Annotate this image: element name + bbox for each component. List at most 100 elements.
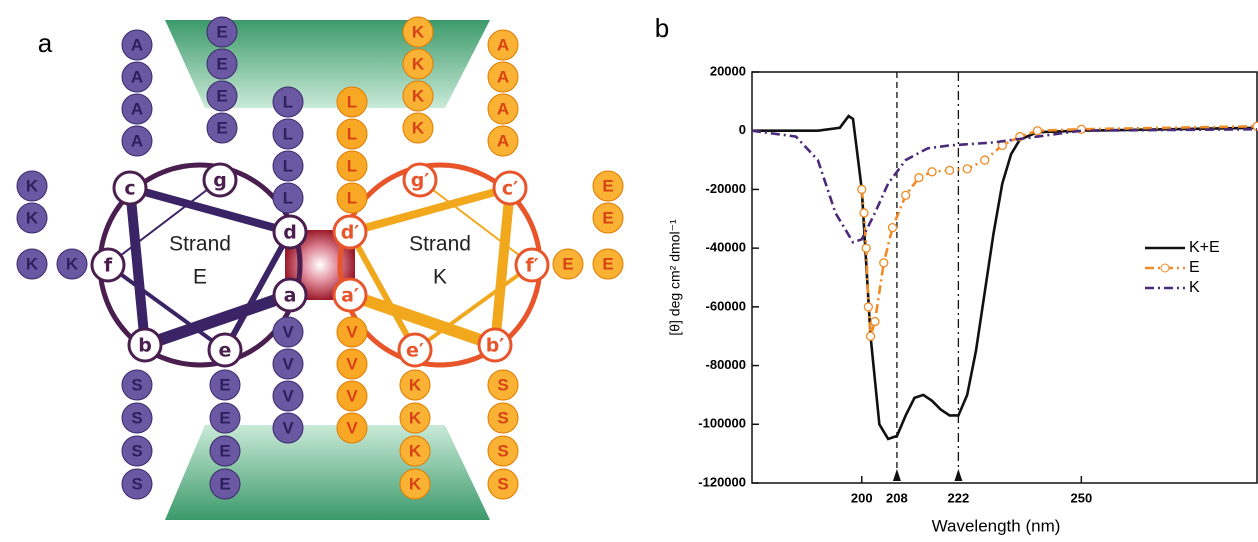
residue-letter: L	[283, 188, 293, 207]
residue-letter: L	[347, 156, 357, 175]
residue-letter: A	[497, 35, 509, 54]
cd-chart: b200000-20000-40000-60000-80000-100000-1…	[655, 13, 1258, 536]
series-marker	[946, 166, 954, 174]
y-tick-label: -60000	[706, 298, 746, 313]
residue-letter: A	[497, 67, 509, 86]
heptad-position-label: e′	[406, 340, 424, 362]
residue-letter: K	[409, 441, 422, 460]
residue-letter: E	[219, 474, 230, 493]
series-marker	[860, 209, 868, 217]
heptad-position-label: f	[104, 255, 113, 277]
heptad-position-label: g′	[411, 170, 430, 192]
panel-label: b	[655, 13, 669, 43]
heptad-connector	[350, 188, 510, 232]
residue-letter: E	[602, 176, 613, 195]
heptad-position-label: d′	[341, 222, 360, 244]
residue-letter: S	[497, 375, 508, 394]
heptad-position-label: a′	[341, 285, 359, 307]
residue-letter: E	[602, 254, 613, 273]
residue-letter: S	[131, 441, 142, 460]
residue-letter: V	[346, 354, 358, 373]
reference-arrow	[954, 469, 962, 481]
series-marker	[880, 259, 888, 267]
residue-letter: K	[26, 254, 39, 273]
residue-letter: K	[412, 118, 425, 137]
residue-letter: K	[26, 176, 39, 195]
y-tick-label: -40000	[706, 240, 746, 255]
residue-letter: L	[347, 92, 357, 111]
heptad-position-label: f′	[525, 255, 538, 277]
heptad-position-label: c	[124, 178, 135, 200]
legend-label: K+E	[1189, 239, 1220, 256]
residue-letter: E	[219, 441, 230, 460]
residue-letter: V	[282, 418, 294, 437]
residue-letter: V	[346, 322, 358, 341]
residue-letter: E	[562, 254, 573, 273]
residue-letter: V	[282, 354, 294, 373]
x-axis-label: Wavelength (nm)	[932, 516, 1061, 535]
heptad-position-label: b′	[486, 335, 505, 357]
strand-title: K	[433, 266, 447, 289]
heptad-connector	[495, 188, 510, 345]
residue-letter: E	[602, 208, 613, 227]
residue-letter: L	[347, 124, 357, 143]
residue-letter: K	[26, 208, 39, 227]
strand-title: E	[193, 266, 207, 289]
residue-letter: L	[283, 156, 293, 175]
residue-letter: E	[216, 86, 227, 105]
series-marker	[889, 224, 897, 232]
series-marker	[858, 185, 866, 193]
heptad-connector	[130, 188, 145, 345]
residue-letter: S	[497, 474, 508, 493]
heptad-connector	[130, 188, 290, 232]
y-tick-label: -100000	[698, 416, 746, 431]
y-tick-label: 20000	[710, 63, 746, 78]
residue-letter: L	[283, 92, 293, 111]
series-marker	[871, 318, 879, 326]
reference-arrow	[893, 469, 901, 481]
y-tick-label: -20000	[706, 181, 746, 196]
series-line	[752, 116, 1257, 439]
legend-label: K	[1189, 279, 1200, 296]
series-marker	[867, 332, 875, 340]
green-wedge	[165, 425, 490, 520]
residue-letter: K	[412, 86, 425, 105]
heptad-position-label: c′	[502, 178, 518, 200]
residue-letter: S	[131, 408, 142, 427]
residue-letter: K	[412, 54, 425, 73]
reference-label: 208	[886, 490, 908, 505]
residue-letter: K	[412, 22, 425, 41]
y-tick-label: 0	[739, 122, 746, 137]
series-marker	[963, 165, 971, 173]
heptad-position-label: g	[213, 170, 227, 192]
residue-letter: E	[219, 375, 230, 394]
series-marker	[862, 244, 870, 252]
residue-letter: V	[346, 418, 358, 437]
panel-label: a	[38, 28, 53, 58]
residue-letter: K	[409, 474, 422, 493]
residue-letter: L	[347, 188, 357, 207]
residue-letter: S	[131, 375, 142, 394]
y-tick-label: -120000	[698, 474, 746, 489]
residue-letter: A	[497, 99, 509, 118]
residue-letter: A	[131, 131, 143, 150]
residue-letter: A	[131, 99, 143, 118]
residue-letter: K	[409, 408, 422, 427]
legend-label: E	[1189, 259, 1200, 276]
residue-letter: S	[497, 408, 508, 427]
residue-letter: A	[497, 131, 509, 150]
figure: StrandEAAAAEEEELLLLKKKKVVVVEEEESSSScgdae…	[0, 0, 1258, 542]
residue-letter: S	[497, 441, 508, 460]
residue-letter: E	[219, 408, 230, 427]
heptad-position-label: b	[138, 335, 152, 357]
series-marker	[981, 156, 989, 164]
residue-letter: V	[346, 386, 358, 405]
x-tick-label: 200	[851, 490, 873, 505]
series-marker	[902, 191, 910, 199]
y-axis-label: [θ] deg cm² dmol⁻¹	[667, 219, 683, 336]
residue-letter: S	[131, 474, 142, 493]
residue-letter: L	[283, 124, 293, 143]
series-marker	[1033, 127, 1041, 135]
residue-letter: K	[409, 375, 422, 394]
series-marker	[928, 168, 936, 176]
